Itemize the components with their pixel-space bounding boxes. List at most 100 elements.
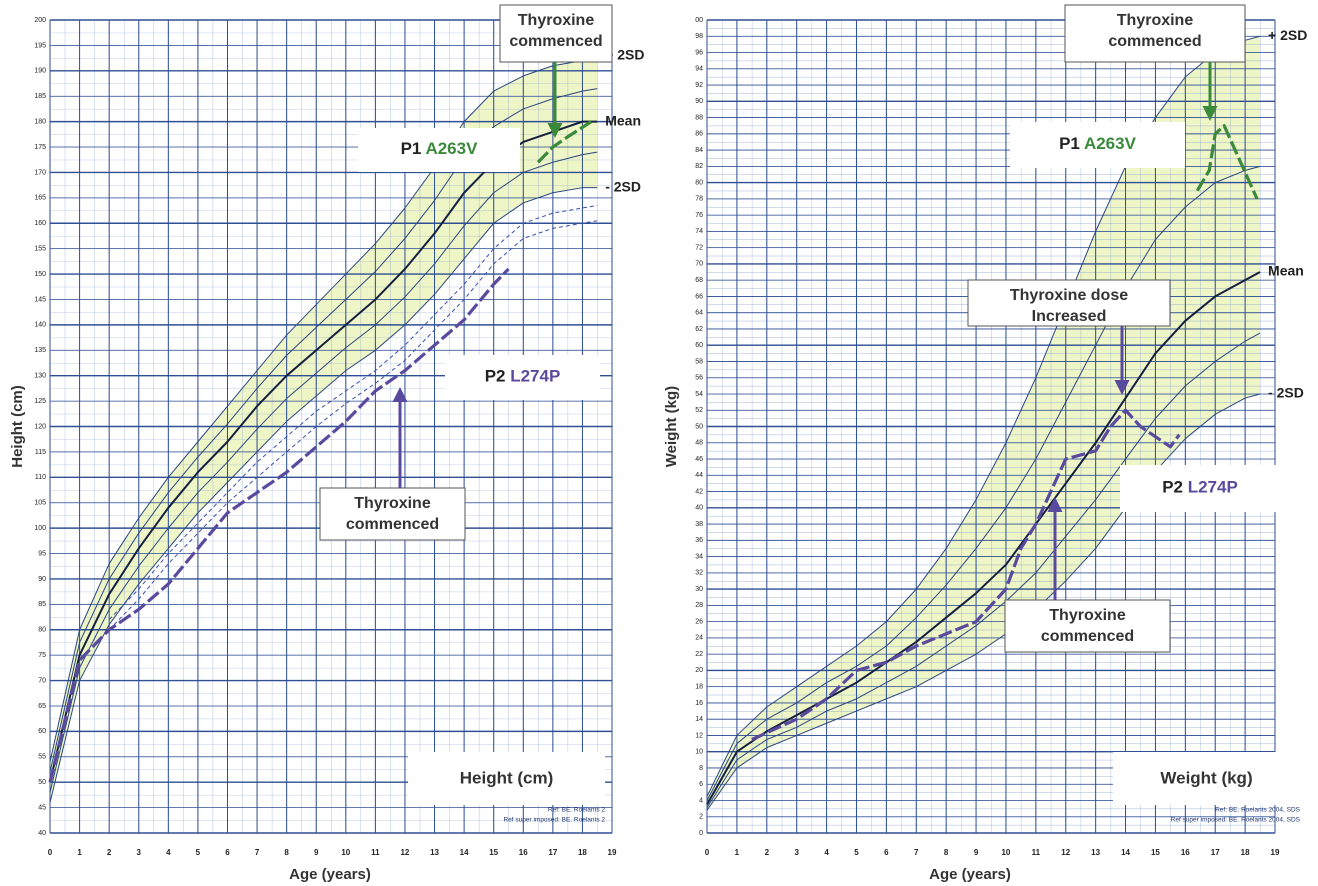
- y-tick-label: 170: [34, 169, 46, 176]
- patient-line: [1195, 124, 1259, 200]
- chart-title: Weight (kg): [1160, 768, 1252, 787]
- y-tick-label: 48: [695, 440, 703, 447]
- x-tick-label: 11: [1032, 848, 1041, 857]
- y-tick-label: 95: [38, 550, 46, 557]
- annotation-text: Increased: [1032, 308, 1107, 325]
- patient-variant: A263V: [1084, 134, 1137, 153]
- y-tick-label: 74: [695, 228, 703, 235]
- x-tick-label: 9: [314, 848, 319, 857]
- y-tick-label: 68: [695, 277, 703, 284]
- reference-curve: [49, 187, 598, 803]
- x-tick-label: 11: [371, 848, 380, 857]
- annotation-box: [319, 487, 466, 541]
- y-tick-label: 2: [699, 814, 703, 821]
- x-tick-label: 8: [284, 848, 289, 857]
- x-tick-label: 9: [974, 848, 979, 857]
- x-tick-label: 5: [854, 848, 859, 857]
- y-tick-label: 14: [695, 716, 703, 723]
- x-tick-label: 15: [1151, 848, 1160, 857]
- y-tick-label: 45: [38, 804, 46, 811]
- y-tick-label: 46: [695, 456, 703, 463]
- y-tick-label: 70: [38, 677, 46, 684]
- y-tick-label: 50: [695, 423, 703, 430]
- x-tick-label: 12: [1061, 848, 1070, 857]
- patient-label-box: [358, 128, 520, 172]
- y-tick-label: 30: [695, 586, 703, 593]
- y-tick-label: 32: [695, 570, 703, 577]
- annotation-box: [1004, 599, 1171, 653]
- reference-curve: [706, 393, 1261, 811]
- curve-label: + 2SD: [1268, 27, 1307, 43]
- y-tick-label: 66: [695, 293, 703, 300]
- x-tick-label: 3: [794, 848, 799, 857]
- y-tick-label: 135: [34, 347, 46, 354]
- y-tick-label: 130: [34, 373, 46, 380]
- y-tick-label: 160: [34, 220, 46, 227]
- y-tick-label: 36: [695, 537, 703, 544]
- y-tick-label: 80: [38, 627, 46, 634]
- annotation-text: commenced: [1108, 33, 1201, 50]
- x-tick-label: 4: [824, 848, 829, 857]
- curve-label: Mean: [1268, 263, 1304, 279]
- patient-line: [536, 120, 593, 164]
- y-tick-label: 100: [34, 525, 46, 532]
- patient-variant: L274P: [1188, 478, 1238, 497]
- y-tick-label: 195: [34, 42, 46, 49]
- reference-curve: [49, 151, 598, 793]
- reference-note: Ref: BE. Roelants 2004, SDS: [1215, 807, 1301, 814]
- y-tick-label: 175: [34, 144, 46, 151]
- y-tick-label: 85: [38, 601, 46, 608]
- reference-curve: [706, 271, 1261, 806]
- y-tick-label: 55: [38, 754, 46, 761]
- y-tick-label: 12: [695, 732, 703, 739]
- y-tick-label: 94: [695, 66, 703, 73]
- y-tick-label: 185: [34, 93, 46, 100]
- x-tick-label: 2: [765, 848, 770, 857]
- y-tick-label: 40: [38, 830, 46, 837]
- reference-note: Ref: BE. Roelants 2: [548, 807, 605, 814]
- reference-curve: [706, 165, 1261, 801]
- y-tick-label: 4: [699, 797, 703, 804]
- y-tick-label: 60: [695, 342, 703, 349]
- x-tick-label: 12: [400, 848, 409, 857]
- x-tick-label: 4: [166, 848, 171, 857]
- y-tick-label: 22: [695, 651, 703, 658]
- annotation-text: Thyroxine: [1049, 607, 1126, 624]
- x-tick-label: 1: [735, 848, 740, 857]
- curve-label: - 2SD: [1268, 385, 1304, 401]
- x-tick-label: 7: [255, 848, 260, 857]
- annotation-text: commenced: [1041, 628, 1134, 645]
- curve-label: - 2SD: [605, 178, 641, 194]
- y-tick-label: 50: [38, 779, 46, 786]
- y-tick-label: 75: [38, 652, 46, 659]
- y-tick-label: 115: [35, 449, 46, 456]
- annotation-text: Thyroxine: [1117, 12, 1194, 29]
- x-tick-label: 10: [1001, 848, 1010, 857]
- patient-label-box: [1010, 122, 1185, 168]
- y-tick-label: 40: [695, 505, 703, 512]
- x-tick-label: 3: [137, 848, 142, 857]
- y-tick-label: 24: [695, 635, 703, 642]
- reference-curve: [706, 35, 1261, 797]
- y-tick-label: 6: [699, 781, 703, 788]
- y-tick-label: 110: [35, 474, 46, 481]
- annotation-text: commenced: [509, 33, 602, 50]
- y-tick-label: 155: [34, 246, 46, 253]
- patient-label-box: [445, 355, 600, 400]
- annotation-text: commenced: [346, 516, 439, 533]
- x-tick-label: 5: [196, 848, 201, 857]
- x-tick-label: 15: [489, 848, 498, 857]
- y-tick-label: 72: [695, 244, 703, 251]
- y-tick-label: 26: [695, 618, 703, 625]
- y-tick-label: 200: [34, 17, 46, 24]
- y-axis-label: Height (cm): [9, 385, 26, 468]
- reference-curve: [108, 220, 598, 631]
- curve-label: Mean: [605, 112, 641, 128]
- x-axis-label: Age (years): [929, 866, 1011, 883]
- x-tick-label: 0: [48, 848, 53, 857]
- title-box: [408, 752, 605, 805]
- patient-label: P2 L274P: [1162, 478, 1238, 497]
- patient-name: P2: [485, 367, 506, 386]
- annotation-box: [1064, 4, 1246, 63]
